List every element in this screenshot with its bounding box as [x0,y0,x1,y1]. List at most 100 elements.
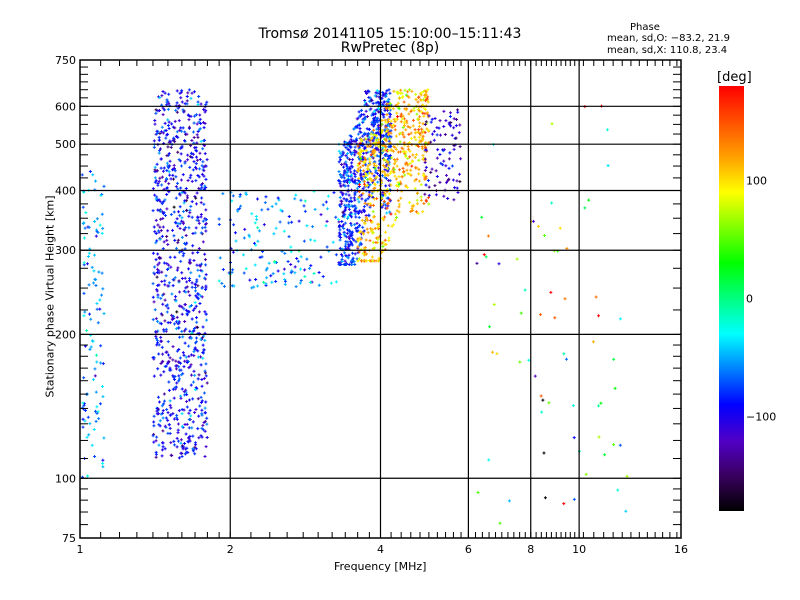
data-point [95,405,99,409]
data-point [346,215,350,219]
data-point [372,113,376,117]
data-point [193,114,197,118]
data-point [612,443,616,447]
data-point [163,447,167,451]
data-point [195,133,199,137]
data-point [100,271,104,275]
data-point [349,196,353,200]
data-point [388,210,392,214]
data-point [345,198,349,202]
data-point [382,92,386,96]
data-point [179,126,183,130]
data-point [158,176,162,180]
data-point [381,244,385,248]
data-point [383,191,387,195]
data-point [421,210,425,214]
data-point [166,229,170,233]
data-point [401,126,405,130]
data-point [155,129,159,133]
data-point [217,279,221,283]
data-point [82,236,86,240]
data-point [356,144,360,148]
data-point [151,434,155,438]
data-point [356,164,360,168]
data-point [337,261,341,265]
x-tick-label: 4 [377,543,384,556]
data-point [342,165,346,169]
data-point [458,145,462,149]
data-point [417,158,421,162]
data-point [344,145,348,149]
data-point [199,139,203,143]
data-point [385,196,389,200]
data-point [423,93,427,97]
data-point [188,211,192,215]
data-point [161,89,165,93]
data-point [174,185,178,189]
data-point [442,148,446,152]
data-point [386,133,390,137]
data-point [409,131,413,135]
data-point [429,140,433,144]
data-point [430,132,434,136]
data-point [203,411,207,415]
data-point [196,135,200,139]
data-point [160,454,164,458]
data-point [233,231,237,235]
data-point [198,264,202,268]
data-point [563,297,567,301]
data-point [192,121,196,125]
data-point [191,168,195,172]
data-point [187,118,191,122]
data-point [346,246,350,250]
data-point [415,198,419,202]
data-point [408,149,412,153]
data-point [290,220,294,224]
data-point [350,161,354,165]
data-point [362,151,366,155]
data-point [417,167,421,171]
data-point [99,193,103,197]
data-point [154,108,158,112]
data-point [387,236,391,240]
data-point [387,139,391,143]
data-point [447,177,451,181]
data-point [195,218,199,222]
data-point [389,131,393,135]
data-point [484,255,488,259]
data-point [417,109,421,113]
data-point [200,336,204,340]
data-point [188,434,192,438]
data-point [395,209,399,213]
data-point [370,113,374,117]
data-point [364,172,368,176]
data-point [187,214,191,218]
data-point [100,212,104,216]
data-point [183,130,187,134]
data-point [163,319,167,323]
data-point [287,221,291,225]
data-point [205,158,209,162]
data-point [411,153,415,157]
data-point [161,352,165,356]
data-point [368,171,372,175]
data-point [90,265,94,269]
data-point [361,164,365,168]
data-point [411,209,415,213]
data-point [172,210,176,214]
data-point [353,252,357,256]
data-point [317,283,321,287]
data-point [324,224,328,228]
data-point [158,237,162,241]
data-point [417,128,421,132]
data-point [389,170,393,174]
data-point [353,191,357,195]
data-point [392,157,396,161]
data-point [369,227,373,231]
data-point [153,165,157,169]
data-point [205,422,209,426]
data-point [175,181,179,185]
data-point [435,156,439,160]
data-point [612,357,616,361]
data-point [93,374,97,378]
